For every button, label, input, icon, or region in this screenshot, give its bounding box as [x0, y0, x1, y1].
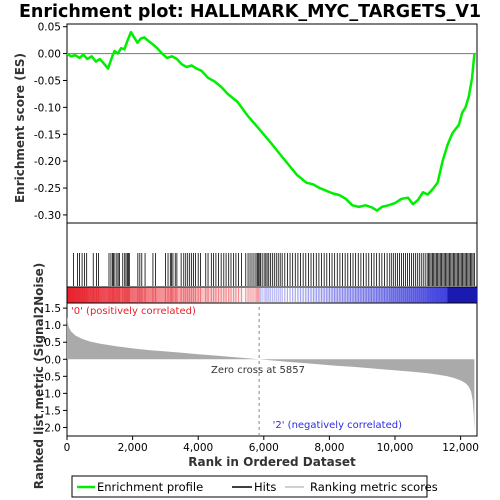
legend-enrichment-label: Enrichment profile	[97, 480, 203, 494]
legend-metric-label: Ranking metric scores	[310, 480, 438, 494]
metric-y-tick-label: -2.0	[41, 422, 62, 434]
es-y-tick-label: 0.00	[38, 49, 61, 61]
x-axis: 0 2,000 4,000 6,000 8,000 10,000 12,000	[64, 436, 479, 454]
enrichment-profile-line	[66, 30, 476, 212]
metric-y-tick-label: 1.0	[44, 320, 61, 332]
colorbar-segments	[72, 287, 477, 303]
positive-correlation-label: '0' (positively correlated)	[71, 306, 196, 317]
colorbar-deep-end	[447, 287, 477, 303]
metric-y-axis-label: Ranked list metric (Signal2Noise)	[32, 263, 46, 490]
es-y-tick-label: -0.10	[34, 102, 61, 114]
metric-y-tick-label: 0.5	[44, 337, 61, 349]
legend: Enrichment profile Hits Ranking metric s…	[71, 475, 438, 498]
x-tick-label: 2,000	[118, 442, 148, 454]
es-y-tick-label: -0.25	[34, 183, 61, 195]
metric-y-tick-label: -1.5	[41, 405, 62, 417]
es-y-tick-label: -0.30	[34, 210, 61, 222]
metric-y-tick-label: -0.5	[41, 371, 62, 383]
metric-y-tick-label: 0.0	[44, 354, 61, 366]
chart-title: Enrichment plot: HALLMARK_MYC_TARGETS_V1	[19, 2, 481, 22]
x-axis-label: Rank in Ordered Dataset	[188, 455, 356, 469]
es-y-tick-label: 0.05	[38, 22, 61, 34]
enrichment-profile-series	[66, 30, 476, 212]
x-tick-label: 8,000	[314, 442, 344, 454]
x-tick-label: 10,000	[377, 442, 414, 454]
metric-y-tick-label: 1.5	[44, 303, 61, 315]
metric-y-tick-label: -1.0	[41, 388, 62, 400]
metric-axis: 1.5 1.0 0.5 0.0 -0.5 -1.0 -1.5 -2.0	[41, 303, 67, 434]
x-tick-label: 12,000	[442, 442, 479, 454]
x-tick-label: 4,000	[183, 442, 213, 454]
es-y-tick-label: -0.20	[34, 156, 61, 168]
es-y-tick-label: -0.05	[34, 75, 61, 87]
hits-series	[73, 253, 475, 286]
x-tick-label: 6,000	[249, 442, 279, 454]
es-y-axis-label: Enrichment score (ES)	[13, 53, 27, 203]
es-axis: 0.05 0.00 -0.05 -0.10 -0.15 -0.20 -0.25 -0.30	[34, 22, 67, 222]
zero-cross-label: Zero cross at 5857	[211, 365, 305, 376]
legend-hits-label: Hits	[254, 480, 276, 494]
es-y-tick-label: -0.15	[34, 129, 61, 141]
negative-correlation-label: '2' (negatively correlated)	[273, 420, 402, 431]
es-panel	[66, 23, 478, 224]
x-tick-label: 0	[64, 442, 71, 454]
